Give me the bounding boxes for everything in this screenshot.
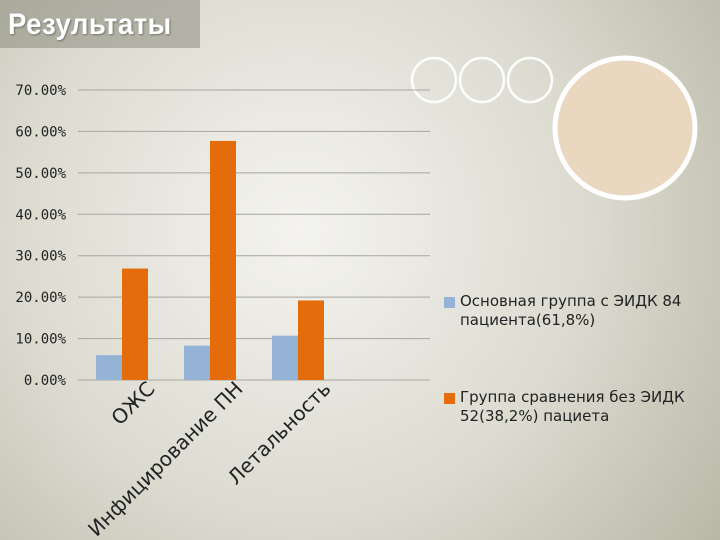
y-tick-label: 40.00% — [15, 207, 66, 223]
y-tick-label: 10.00% — [15, 332, 66, 348]
bar-series-2-3 — [298, 300, 324, 380]
legend-label-series-2: Группа сравнения без ЭИДК 52(38,2%) паци… — [460, 388, 685, 425]
decor-disc — [552, 55, 698, 201]
y-tick-label: 20.00% — [15, 290, 66, 306]
legend-swatch-series-1 — [444, 297, 455, 308]
legend-item-series-2: Группа сравнения без ЭИДК 52(38,2%) паци… — [444, 388, 714, 426]
legend-label-series-1: Основная группа с ЭИДК 84 пациента(61,8%… — [460, 292, 682, 329]
decor-ring-2 — [458, 56, 506, 104]
slide-title: Результаты — [8, 8, 172, 41]
x-category-label: ОЖС — [106, 377, 159, 430]
legend-item-series-1: Основная группа с ЭИДК 84 пациента(61,8%… — [444, 292, 714, 330]
y-tick-label: 50.00% — [15, 166, 66, 182]
bars — [96, 140, 324, 380]
y-tick-label: 70.00% — [15, 83, 66, 99]
legend-swatch-series-2 — [444, 393, 455, 404]
y-tick-label: 60.00% — [15, 124, 66, 140]
decor-ring-3 — [506, 56, 554, 104]
bar-series-1-1 — [96, 355, 122, 380]
y-tick-label: 0.00% — [24, 373, 67, 389]
bar-series-1-2 — [184, 345, 210, 380]
bar-series-2-1 — [122, 268, 148, 380]
y-tick-labels: 0.00% 10.00% 20.00% 30.00% 40.00% 50.00% 60.00… — [15, 83, 66, 389]
bar-series-1-3 — [272, 335, 298, 380]
decor-ring-1 — [410, 56, 458, 104]
bar-series-2-2 — [210, 140, 236, 380]
x-category-label: Инфицирование ПН — [83, 377, 247, 540]
y-tick-label: 30.00% — [15, 249, 66, 265]
